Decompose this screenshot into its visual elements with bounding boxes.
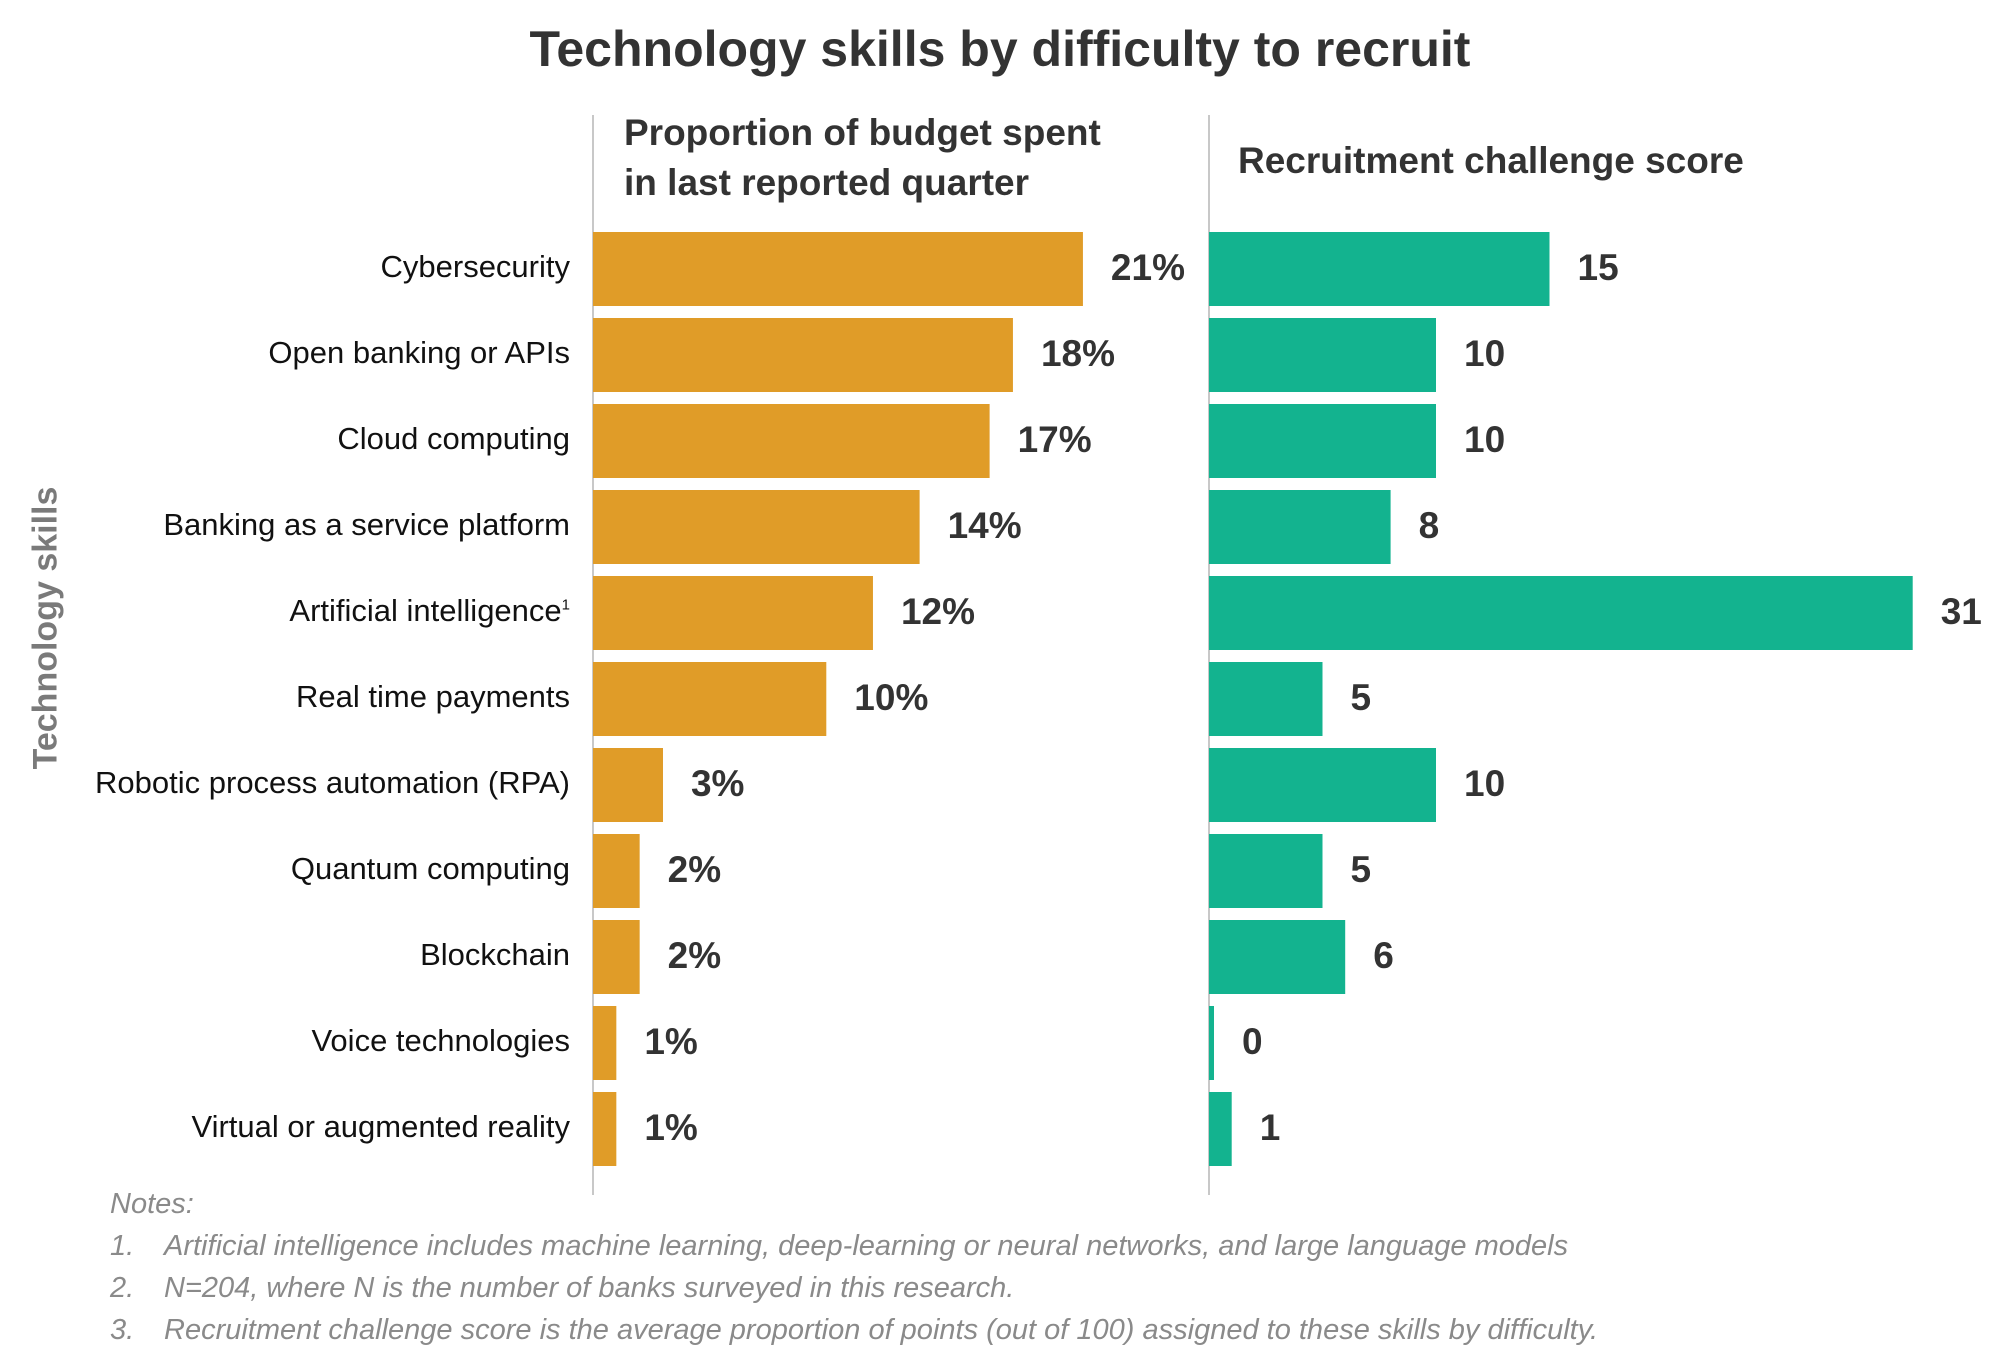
category-label-virtual-or-augmented-reality: Virtual or augmented reality bbox=[191, 1109, 570, 1144]
score-bar-banking-as-a-service-platform bbox=[1209, 490, 1391, 564]
score-bar-voice-technologies bbox=[1209, 1006, 1214, 1080]
budget-bar-voice-technologies bbox=[593, 1006, 617, 1080]
budget-bar-cybersecurity bbox=[593, 232, 1083, 306]
score-bar-blockchain bbox=[1209, 920, 1346, 994]
category-footnote-marker: 1 bbox=[561, 596, 570, 614]
budget-bar-quantum-computing bbox=[593, 834, 640, 908]
score-value-label-artificial-intelligence: 31 bbox=[1940, 591, 1982, 632]
panel-title-budget-line-1: Proportion of budget spent bbox=[624, 112, 1101, 153]
score-bar-quantum-computing bbox=[1209, 834, 1323, 908]
note-3-number: 3. bbox=[110, 1314, 135, 1346]
note-2-number: 2. bbox=[110, 1272, 135, 1304]
note-1-number: 1. bbox=[110, 1230, 135, 1262]
budget-bar-artificial-intelligence bbox=[593, 576, 873, 650]
budget-value-label-quantum-computing: 2% bbox=[667, 849, 722, 890]
score-value-label-quantum-computing: 5 bbox=[1350, 849, 1372, 890]
budget-bar-robotic-process-automation-rpa bbox=[593, 748, 663, 822]
score-value-label-open-banking-or-apis: 10 bbox=[1464, 333, 1506, 374]
budget-value-label-cybersecurity: 21% bbox=[1110, 247, 1185, 288]
notes-heading: Notes: bbox=[110, 1188, 194, 1220]
panel-title-score: Recruitment challenge score bbox=[1238, 136, 1744, 186]
category-label-cloud-computing: Cloud computing bbox=[337, 421, 570, 456]
score-value-label-blockchain: 6 bbox=[1373, 935, 1394, 976]
score-bar-cybersecurity bbox=[1209, 232, 1550, 306]
category-label-banking-as-a-service-platform: Banking as a service platform bbox=[163, 507, 570, 542]
score-bar-real-time-payments bbox=[1209, 662, 1323, 736]
score-bar-robotic-process-automation-rpa bbox=[1209, 748, 1436, 822]
budget-value-label-cloud-computing: 17% bbox=[1017, 419, 1092, 460]
budget-value-label-voice-technologies: 1% bbox=[644, 1021, 698, 1062]
budget-bar-blockchain bbox=[593, 920, 640, 994]
chart-title: Technology skills by difficulty to recru… bbox=[529, 21, 1471, 77]
budget-value-label-artificial-intelligence: 12% bbox=[900, 591, 976, 632]
score-value-label-banking-as-a-service-platform: 8 bbox=[1418, 505, 1440, 546]
note-3: 3. Recruitment challenge score is the ave… bbox=[110, 1309, 1598, 1351]
category-label-artificial-intelligence: Artificial intelligence1 bbox=[289, 593, 570, 628]
score-value-label-virtual-or-augmented-reality: 1 bbox=[1259, 1107, 1281, 1148]
note-1: 1. Artificial intelligence includes machi… bbox=[110, 1225, 1598, 1267]
category-label-voice-technologies: Voice technologies bbox=[311, 1023, 570, 1058]
budget-value-label-robotic-process-automation-rpa: 3% bbox=[690, 763, 745, 804]
category-label-robotic-process-automation-rpa: Robotic process automation (RPA) bbox=[95, 765, 570, 800]
category-label-quantum-computing: Quantum computing bbox=[290, 851, 570, 886]
budget-value-label-real-time-payments: 10% bbox=[854, 677, 929, 718]
budget-value-label-banking-as-a-service-platform: 14% bbox=[947, 505, 1022, 546]
notes: Notes: 1. Artificial intelligence include… bbox=[110, 1183, 1598, 1351]
budget-value-label-virtual-or-augmented-reality: 1% bbox=[644, 1107, 698, 1148]
score-value-label-robotic-process-automation-rpa: 10 bbox=[1464, 763, 1506, 804]
note-1-text: Artificial intelligence includes machine… bbox=[164, 1230, 1569, 1262]
score-value-label-cybersecurity: 15 bbox=[1577, 247, 1619, 288]
note-2-text: N=204, where N is the number of banks su… bbox=[164, 1272, 1015, 1304]
panel-title-budget: Proportion of budget spent in last repor… bbox=[624, 108, 1101, 208]
score-value-label-cloud-computing: 10 bbox=[1464, 419, 1506, 460]
category-label-real-time-payments: Real time payments bbox=[296, 679, 570, 714]
panel-title-score-line-1: Recruitment challenge score bbox=[1238, 140, 1744, 181]
budget-value-label-blockchain: 2% bbox=[667, 935, 722, 976]
category-label-open-banking-or-apis: Open banking or APIs bbox=[268, 335, 570, 370]
score-value-label-voice-technologies: 0 bbox=[1242, 1021, 1263, 1062]
note-3-text: Recruitment challenge score is the avera… bbox=[164, 1314, 1599, 1346]
budget-bar-banking-as-a-service-platform bbox=[593, 490, 920, 564]
category-label-cybersecurity: Cybersecurity bbox=[380, 249, 571, 284]
panel-title-budget-line-2: in last reported quarter bbox=[624, 162, 1030, 203]
category-label-blockchain: Blockchain bbox=[420, 937, 570, 972]
score-bar-cloud-computing bbox=[1209, 404, 1436, 478]
score-bar-artificial-intelligence bbox=[1209, 576, 1913, 650]
budget-bar-open-banking-or-apis bbox=[593, 318, 1013, 392]
budget-bar-cloud-computing bbox=[593, 404, 990, 478]
score-value-label-real-time-payments: 5 bbox=[1350, 677, 1372, 718]
score-bar-virtual-or-augmented-reality bbox=[1209, 1092, 1232, 1166]
score-bar-open-banking-or-apis bbox=[1209, 318, 1436, 392]
budget-bar-virtual-or-augmented-reality bbox=[593, 1092, 617, 1166]
note-2: 2. N=204, where N is the number of banks … bbox=[110, 1267, 1598, 1309]
budget-value-label-open-banking-or-apis: 18% bbox=[1040, 333, 1115, 374]
budget-bar-real-time-payments bbox=[593, 662, 827, 736]
